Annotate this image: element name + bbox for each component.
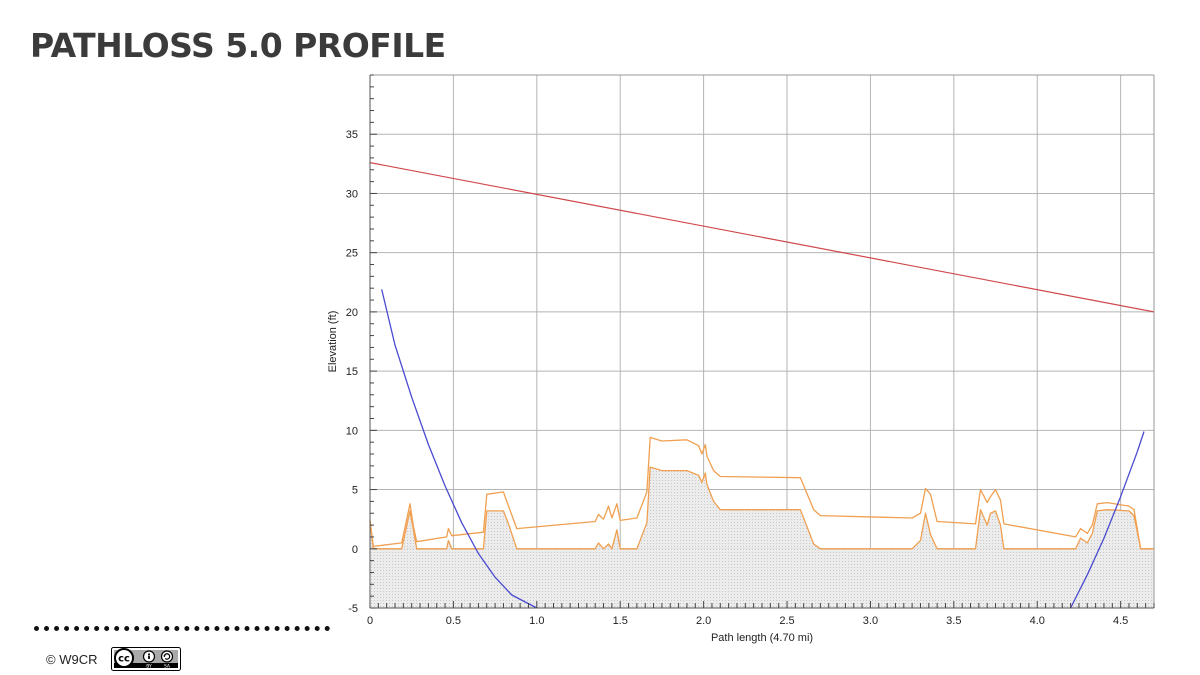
cc-by-sa-license-badge: cc BY SA [111,647,182,671]
line-of-sight [369,162,1155,313]
clutter-height-line [369,436,1154,550]
x-tick-label-1: 0.5 [446,615,461,627]
x-tick-label-3: 1.5 [613,615,628,627]
x-tick-label-7: 3.5 [946,615,961,627]
x-tick-label-2: 1.0 [529,615,544,627]
copyright-text: © W9CR [46,651,98,667]
terrain-profile-line [369,466,1154,550]
dotted-divider [34,626,330,631]
by-label: BY [147,664,153,670]
chart-canvas: 0 0.5 1.0 1.5 2.0 2.5 3.0 3.5 4.0 4.5 -5 0 5 10 15 20 25… [327,74,1155,644]
x-tick-label-6: 3.0 [863,615,878,627]
x-tick-label-9: 4.5 [1113,615,1128,627]
y-tick-label-0: -5 [348,603,358,615]
y-tick-label-4: 15 [346,366,358,378]
y-tick-label-8: 35 [346,129,358,141]
y-axis-title: Elevation (ft) [327,311,339,373]
x-tick-label-0: 0 [367,615,373,627]
datum-fill [371,548,1154,608]
y-tick-label-1: 0 [352,544,358,556]
series-layer [369,162,1155,609]
y-tick-label-6: 25 [346,248,358,260]
y-tick-label-3: 10 [346,425,358,437]
sa-icon [161,650,174,663]
earth-curvature-right [1070,431,1145,609]
y-tick-label-7: 30 [346,188,358,200]
slide-title: PATHLOSS 5.0 PROFILE [30,26,446,65]
footer: © W9CR cc BY SA [46,646,182,672]
y-tick-label-5: 20 [346,307,358,319]
x-axis-title: Path length (4.70 mi) [711,632,813,644]
x-tick-label-5: 2.5 [779,615,794,627]
earth-curvature-left [381,289,538,609]
tick-labels: 0 0.5 1.0 1.5 2.0 2.5 3.0 3.5 4.0 4.5 -5 0 5 10 15 20 25… [346,129,1129,627]
sa-label: SA [164,664,171,670]
x-tick-label-8: 4.0 [1030,615,1045,627]
cc-logo-text: cc [119,654,131,665]
minor-ticks [369,74,1155,609]
y-tick-label-2: 5 [352,485,358,497]
elevation-profile-chart: 0 0.5 1.0 1.5 2.0 2.5 3.0 3.5 4.0 4.5 -5 0 5 10 15 20 25… [320,60,1200,660]
axes [369,74,1155,609]
x-tick-label-4: 2.0 [696,615,711,627]
